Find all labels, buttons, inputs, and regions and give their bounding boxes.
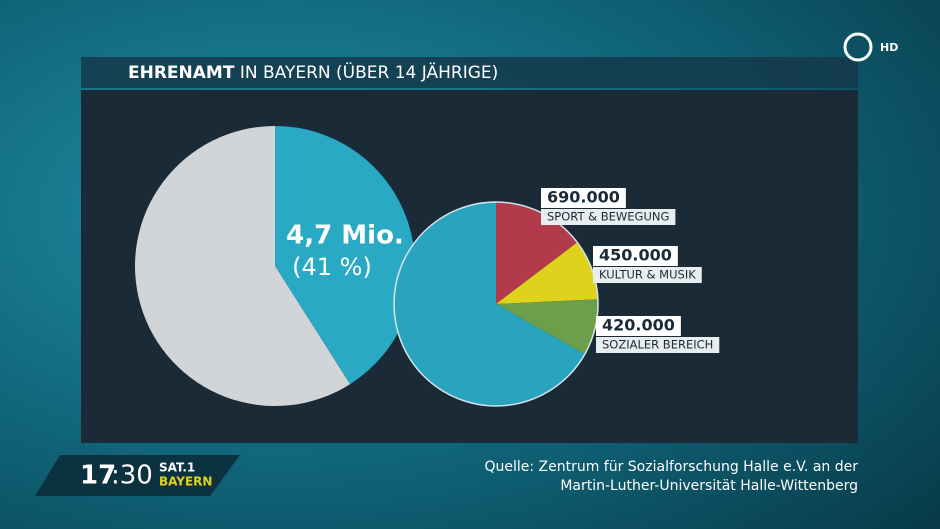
value-label: 450.000 — [599, 246, 672, 265]
category-label: KULTUR & MUSIK — [599, 268, 696, 282]
pie-slice — [496, 242, 598, 304]
annotation: 4,7 Mio. — [286, 221, 404, 251]
category-label: SOZIALER BEREICH — [602, 338, 713, 352]
channel: SAT.1 — [159, 461, 195, 475]
pie-slice — [275, 126, 415, 385]
pie-outline — [393, 201, 599, 407]
logo — [843, 32, 873, 62]
value-label: (41 %) — [292, 253, 372, 281]
category-box — [596, 337, 720, 353]
source-line: Martin-Luther-Universität Halle-Wittenbe… — [560, 478, 858, 494]
region: BAYERN — [159, 475, 212, 489]
hd-badge: HD — [880, 41, 898, 54]
clock-minute: :30 — [111, 461, 153, 491]
value-box — [596, 316, 681, 336]
pie-slice — [394, 202, 585, 407]
category-label: SPORT & BEWEGUNG — [547, 210, 669, 224]
value-box — [593, 246, 678, 266]
clock-box — [35, 455, 240, 496]
pie-slice — [496, 202, 578, 304]
value-box — [541, 188, 626, 208]
value-label: 420.000 — [602, 316, 675, 335]
category-box — [593, 267, 702, 283]
title: EHRENAMT IN BAYERN (ÜBER 14 JÄHRIGE) — [128, 61, 498, 83]
source-line: Quelle: Zentrum für Sozialforschung Hall… — [484, 459, 858, 475]
value-label: 690.000 — [547, 188, 620, 207]
pie-slice — [134, 126, 351, 406]
pie-slice — [496, 299, 598, 355]
category-box — [541, 209, 676, 225]
title-bar — [81, 57, 858, 88]
clock-hour: 17 — [80, 461, 116, 491]
